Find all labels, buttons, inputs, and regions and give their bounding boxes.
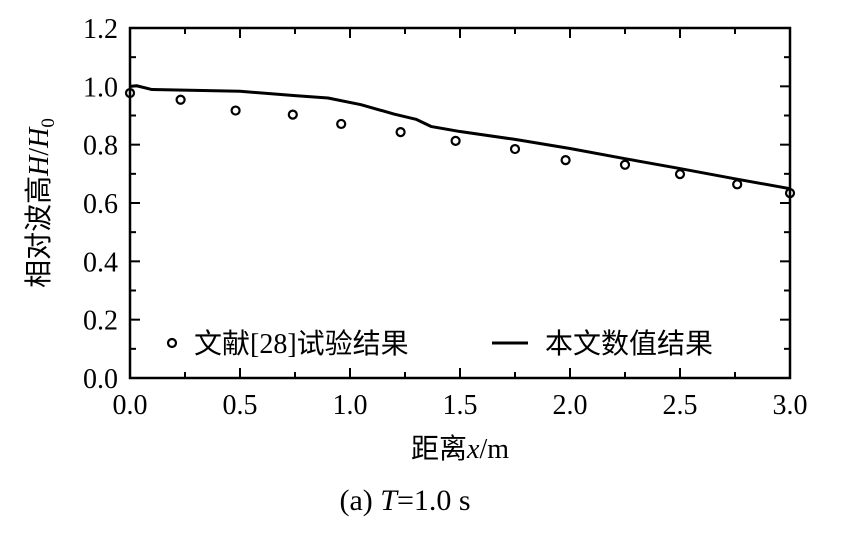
plot-frame <box>128 26 792 380</box>
x-tick-label: 1.5 <box>443 390 478 421</box>
experiment-point <box>450 135 461 146</box>
experiment-point <box>732 179 743 190</box>
y-tick-label: 0.8 <box>83 131 118 162</box>
y-tick-label: 0.6 <box>83 189 118 220</box>
data-marks <box>124 84 796 199</box>
y-tick-label: 0.2 <box>83 306 118 337</box>
legend-label-line: 本文数值结果 <box>545 328 713 360</box>
y-tick-label: 0.4 <box>83 247 118 278</box>
experiment-point <box>175 94 186 105</box>
numerical-result-line <box>129 84 791 191</box>
experiment-point <box>336 118 347 130</box>
experiment-point <box>619 159 631 170</box>
y-tick-label: 0.0 <box>83 364 118 395</box>
x-tick-label: 1.0 <box>333 390 368 421</box>
legend-marker-scatter <box>166 337 178 349</box>
experiment-point <box>560 155 571 166</box>
experiment-point <box>395 127 406 138</box>
figure-caption: (a) T=1.0 s <box>339 484 470 517</box>
y-tick-label: 1.0 <box>83 72 118 103</box>
y-tick-label: 1.2 <box>83 14 118 45</box>
experiment-point <box>674 169 686 180</box>
x-tick-label: 2.5 <box>663 390 698 421</box>
legend: 文献[28]试验结果 本文数值结果 <box>166 328 713 360</box>
x-tick-label: 0.5 <box>223 390 258 421</box>
legend-label-scatter: 文献[28]试验结果 <box>194 328 409 360</box>
x-axis-label: 距离x/m <box>411 433 509 465</box>
x-tick-label: 2.0 <box>553 390 588 421</box>
x-tick-label: 3.0 <box>773 390 808 421</box>
experiment-point <box>509 143 521 155</box>
experiment-point <box>230 105 241 116</box>
x-tick-label: 0.0 <box>113 390 148 421</box>
axis-ticks: 0.0 0.5 1.0 1.5 2.0 2.5 3.0 0.0 0.2 0.4 0.6 0.8 1.0 1… <box>83 14 808 421</box>
y-axis-label: 相对波高H/H0 <box>23 118 59 288</box>
experiment-point <box>287 109 298 120</box>
